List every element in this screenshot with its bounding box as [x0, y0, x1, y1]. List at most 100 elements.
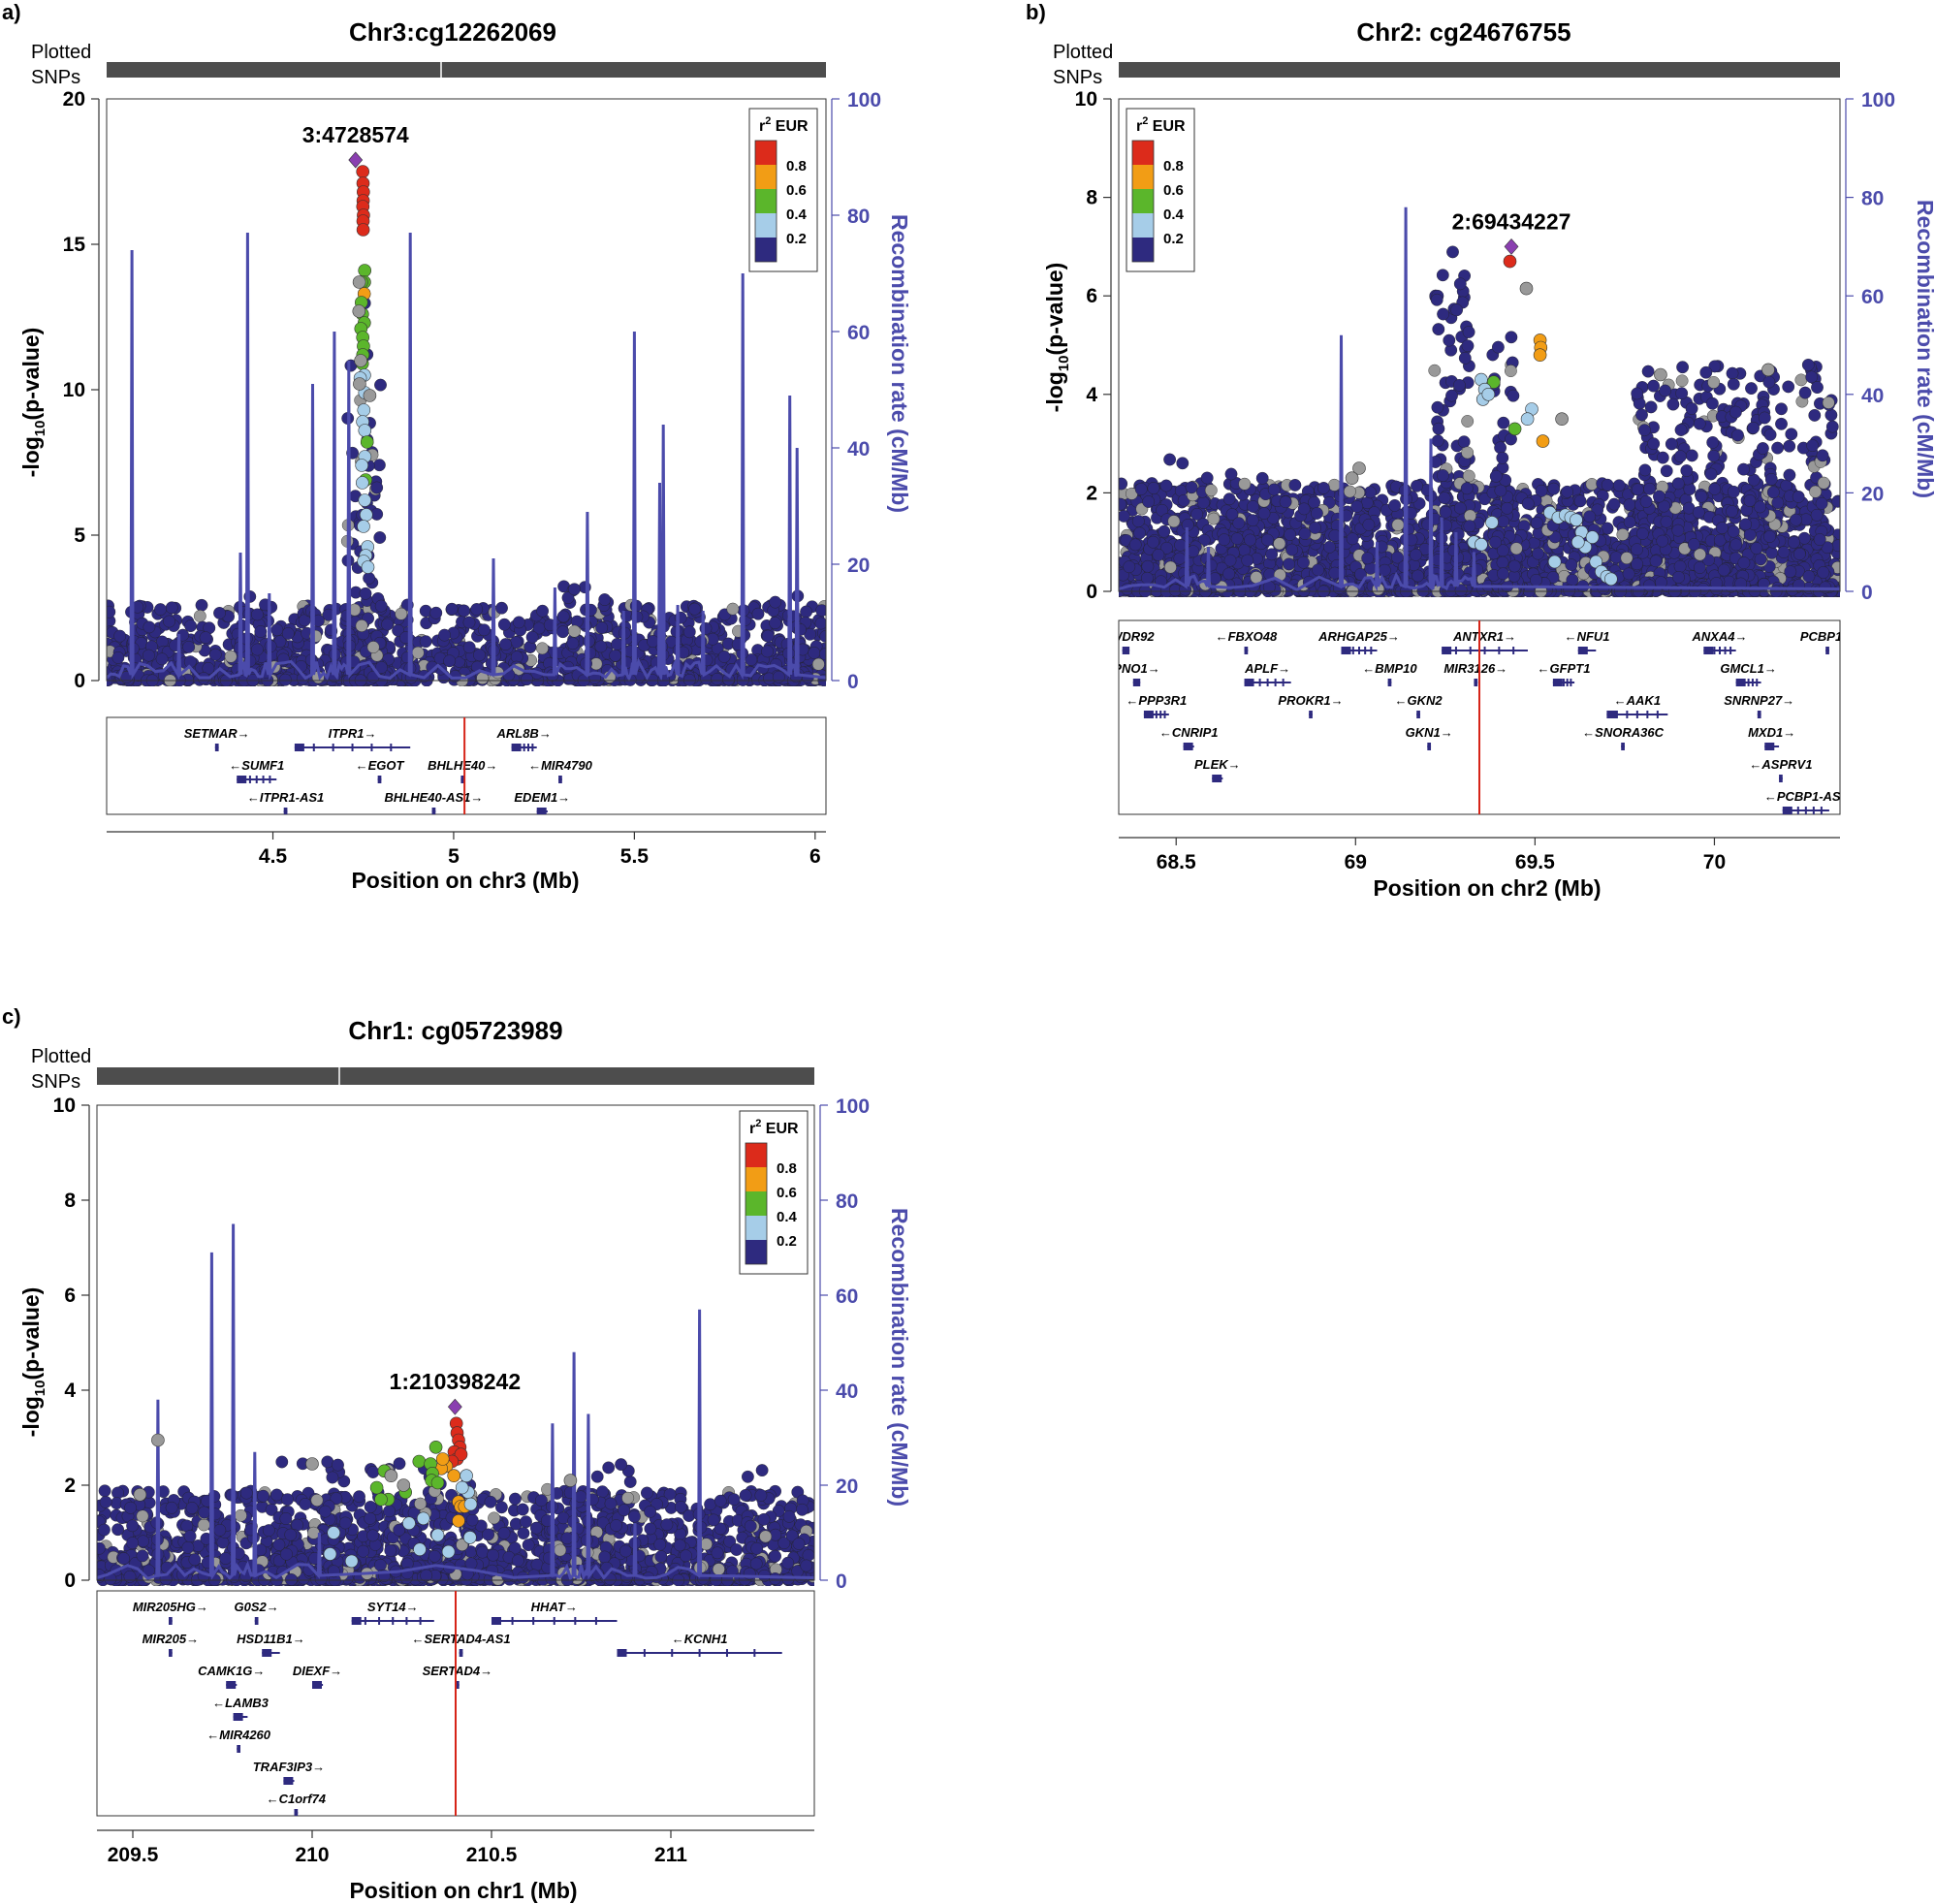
snp-point — [1267, 483, 1281, 496]
snp-point — [1535, 484, 1548, 497]
snp-point — [1831, 539, 1840, 553]
snp-point — [1123, 560, 1136, 574]
snp-point — [1218, 533, 1231, 547]
snp-point — [470, 603, 484, 616]
snp-point — [1461, 415, 1475, 428]
snp-point — [254, 625, 268, 638]
snp-point — [1285, 543, 1299, 556]
snp-point — [1119, 477, 1128, 491]
snp-point — [1771, 441, 1785, 455]
snp-point — [1649, 555, 1663, 568]
y-axis-title-b-neglog: -log — [1042, 371, 1067, 412]
snp-point — [1279, 495, 1292, 509]
recomb-axis-title-b: Recombination rate (cM/Mb) — [1913, 200, 1935, 498]
snp-point — [1411, 479, 1423, 492]
ld-legend-title-rest: EUR — [771, 118, 809, 135]
snp-point — [1445, 389, 1458, 402]
snp-point — [250, 608, 264, 621]
snp-point — [1766, 486, 1780, 499]
snp-point — [1737, 462, 1750, 476]
snp-ld-point — [361, 560, 375, 574]
snp-point — [1197, 496, 1210, 509]
snp-point — [1457, 435, 1471, 449]
snp-point — [1317, 481, 1330, 494]
snp-point — [1708, 360, 1722, 373]
ld-legend-title: r2 EUR — [759, 115, 809, 135]
snp-point — [1207, 512, 1221, 525]
snp-point — [458, 604, 471, 618]
snp-point — [815, 604, 826, 618]
snp-point — [1460, 482, 1474, 495]
snp-point — [1674, 424, 1688, 436]
snp-ld-point — [352, 304, 366, 318]
snp-point — [1692, 506, 1705, 519]
snp-point — [1785, 428, 1798, 441]
snp-point — [1265, 548, 1279, 561]
snp-point — [392, 623, 404, 637]
y-axis-title-b-sub: 10 — [1056, 356, 1072, 372]
snp-point — [1496, 555, 1509, 569]
x-tick-label: 5.5 — [620, 845, 650, 868]
y-tick-label: 5 — [74, 524, 85, 547]
snp-point — [1391, 519, 1405, 531]
snp-point — [1754, 500, 1766, 514]
snp-point — [1671, 477, 1685, 491]
y-axis-title-b-rest: (p-value) — [1042, 263, 1067, 356]
snp-point — [1152, 549, 1165, 561]
snp-point — [525, 630, 539, 644]
snp-point — [751, 607, 765, 620]
snp-point — [1816, 449, 1829, 462]
gene-exon — [237, 776, 247, 783]
plot-content — [1119, 206, 1840, 597]
snp-point — [1142, 495, 1156, 508]
y-axis-title-b: -log10(p-value) — [1042, 263, 1072, 413]
gene-label: ←ITPR1-AS1 — [247, 790, 324, 805]
ld-legend-swatch-frame — [754, 140, 777, 263]
gene-label: BHLHE40→ — [428, 758, 497, 773]
snp-point — [1521, 497, 1535, 510]
snp-point — [595, 621, 609, 634]
snp-point — [1509, 542, 1523, 555]
snp-point — [1131, 515, 1145, 527]
snp-point — [1391, 551, 1404, 564]
snp-point — [443, 654, 457, 668]
recombination-rate-line — [1119, 206, 1840, 592]
lead-snp-label: 3:4728574 — [302, 122, 409, 147]
snp-point — [1717, 563, 1730, 577]
snp-point — [1805, 370, 1819, 384]
snp-point — [374, 661, 388, 674]
snp-point — [1298, 527, 1312, 540]
snp-point — [1451, 527, 1465, 541]
snp-point — [1675, 374, 1689, 388]
snp-point — [1261, 533, 1274, 547]
snp-point — [1546, 571, 1560, 584]
snp-point — [1244, 533, 1257, 547]
snp-point — [1532, 547, 1544, 560]
snp-point — [155, 652, 169, 666]
snp-point — [165, 601, 178, 615]
snp-point — [1825, 420, 1839, 433]
snp-point — [195, 598, 208, 612]
snp-point — [1505, 331, 1518, 344]
snp-point — [1656, 534, 1669, 548]
snp-point — [499, 638, 512, 651]
snp-point — [1497, 567, 1509, 581]
snp-point — [609, 649, 622, 662]
snp-point — [1585, 478, 1599, 491]
snp-point — [1706, 435, 1720, 449]
snp-point — [1671, 524, 1685, 537]
y-tick-label: 15 — [63, 234, 86, 256]
snp-point — [1255, 471, 1269, 485]
snp-point — [1793, 548, 1806, 560]
snp-point — [1410, 548, 1422, 561]
snp-point — [1704, 467, 1718, 481]
snp-point — [536, 642, 549, 655]
snp-point — [1323, 540, 1336, 554]
snp-point — [381, 618, 394, 631]
plot-frame — [106, 98, 827, 682]
snp-point — [1494, 484, 1507, 497]
snp-point — [1446, 245, 1459, 259]
snp-point — [647, 635, 659, 648]
